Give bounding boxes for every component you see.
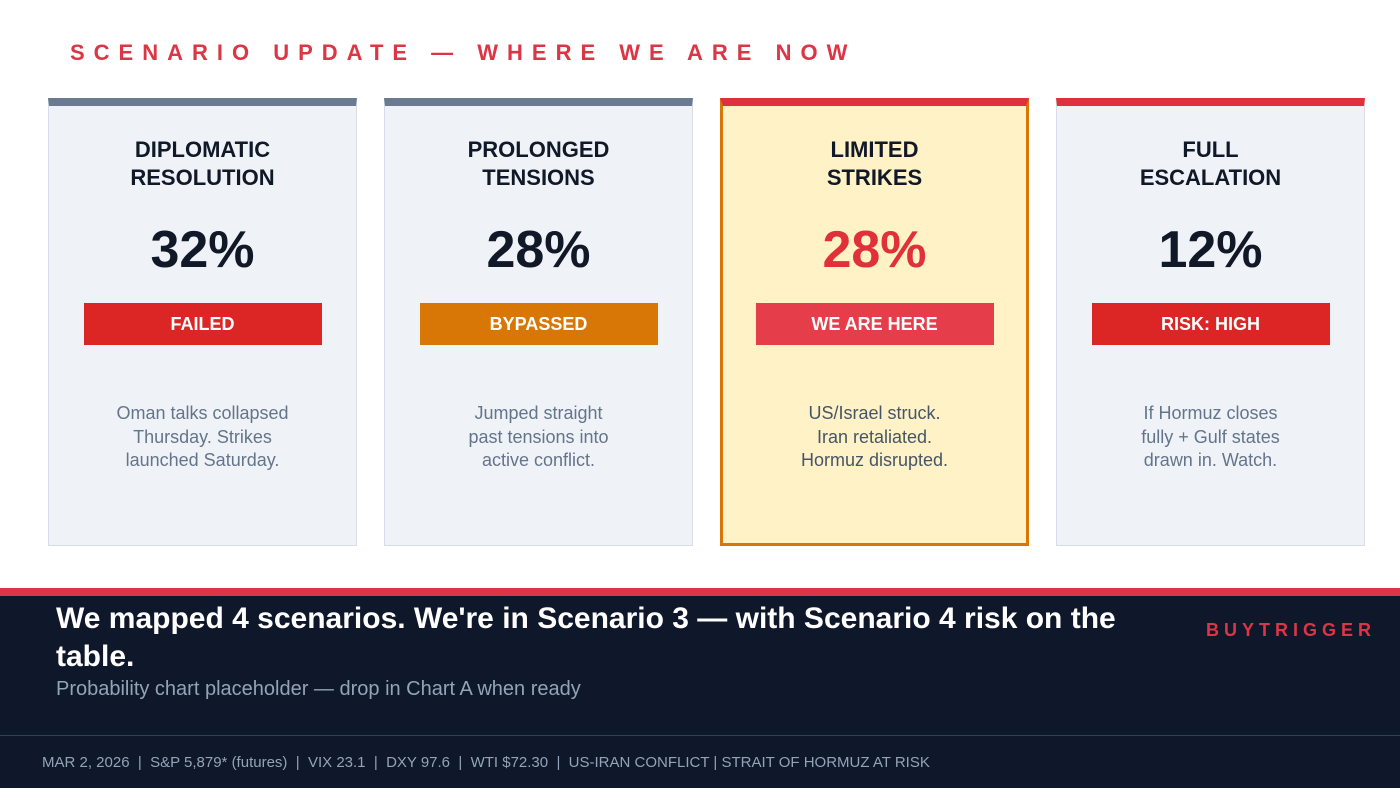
description: US/Israel struck. Iran retaliated. Hormuz … — [723, 402, 1026, 473]
card-title-line: FULL — [1182, 137, 1239, 162]
card-title-line: ESCALATION — [1139, 165, 1282, 190]
scenario-card: PROLONGED TENSIONS 28% BYPASSED Jumped strai… — [384, 98, 693, 546]
probability: 28% — [486, 221, 591, 279]
scenario-card: FULL ESCALATION 12% RISK: HIGH If Hormuz clo… — [1056, 98, 1365, 546]
card-title-line: RESOLUTION — [130, 165, 275, 190]
subtitle: Probability chart placeholder — drop in … — [56, 678, 581, 700]
brand: BUYTRIGGER — [1205, 620, 1376, 640]
card-title-line: STRIKES — [826, 165, 923, 190]
description: Jumped straight past tensions into active … — [385, 402, 692, 473]
card-title: DIPLOMATIC RESOLUTION — [49, 136, 356, 192]
probability: 28% — [822, 221, 927, 279]
description: Oman talks collapsed Thursday. Strikes lau… — [49, 402, 356, 473]
footer-band — [0, 596, 1400, 788]
status-badge: WE ARE HERE — [755, 303, 994, 345]
description-line: Thursday. Strikes — [133, 426, 272, 447]
description-line: US/Israel struck. — [808, 403, 941, 423]
headline: We mapped 4 scenarios. We're in Scenario… — [56, 602, 1116, 673]
card-title: FULL ESCALATION — [1057, 136, 1364, 192]
probability: 32% — [150, 221, 255, 279]
card-title: PROLONGED TENSIONS — [385, 136, 692, 192]
status-badge: BYPASSED — [419, 303, 658, 345]
card-title-line: DIPLOMATIC — [134, 137, 271, 162]
description-line: Jumped straight — [474, 403, 603, 423]
stripe — [0, 588, 1400, 596]
separator — [0, 735, 1400, 736]
description-line: drawn in. Watch. — [1143, 450, 1278, 470]
scenario-card: LIMITED STRIKES 28% WE ARE HERE US/Israel st… — [720, 98, 1029, 546]
description: If Hormuz closes fully + Gulf states drawn… — [1057, 402, 1364, 473]
status-badge: RISK: HIGH — [1091, 303, 1330, 345]
card-title-line: TENSIONS — [482, 165, 595, 190]
card-title-line: PROLONGED — [467, 137, 610, 162]
description-line: launched Saturday. — [125, 450, 280, 470]
status-badge: FAILED — [83, 303, 322, 345]
description-line: fully + Gulf states — [1141, 426, 1280, 447]
description-line: Oman talks collapsed — [116, 403, 289, 423]
description-line: Hormuz disrupted. — [800, 450, 949, 470]
scenario-card: DIPLOMATIC RESOLUTION 32% FAILED Oman talks … — [48, 98, 357, 546]
ticker: MAR 2, 2026 | S&P 5,879* (futures) | VIX… — [42, 754, 930, 771]
card-title: LIMITED STRIKES — [723, 136, 1026, 192]
title: SCENARIO UPDATE — WHERE WE ARE NOW — [70, 40, 857, 65]
probability: 12% — [1158, 221, 1263, 279]
description-line: active conflict. — [481, 450, 596, 470]
description-line: Iran retaliated. — [816, 426, 933, 447]
description-line: If Hormuz closes — [1143, 403, 1278, 423]
description-line: past tensions into — [468, 426, 609, 447]
card-title-line: LIMITED — [830, 137, 919, 162]
